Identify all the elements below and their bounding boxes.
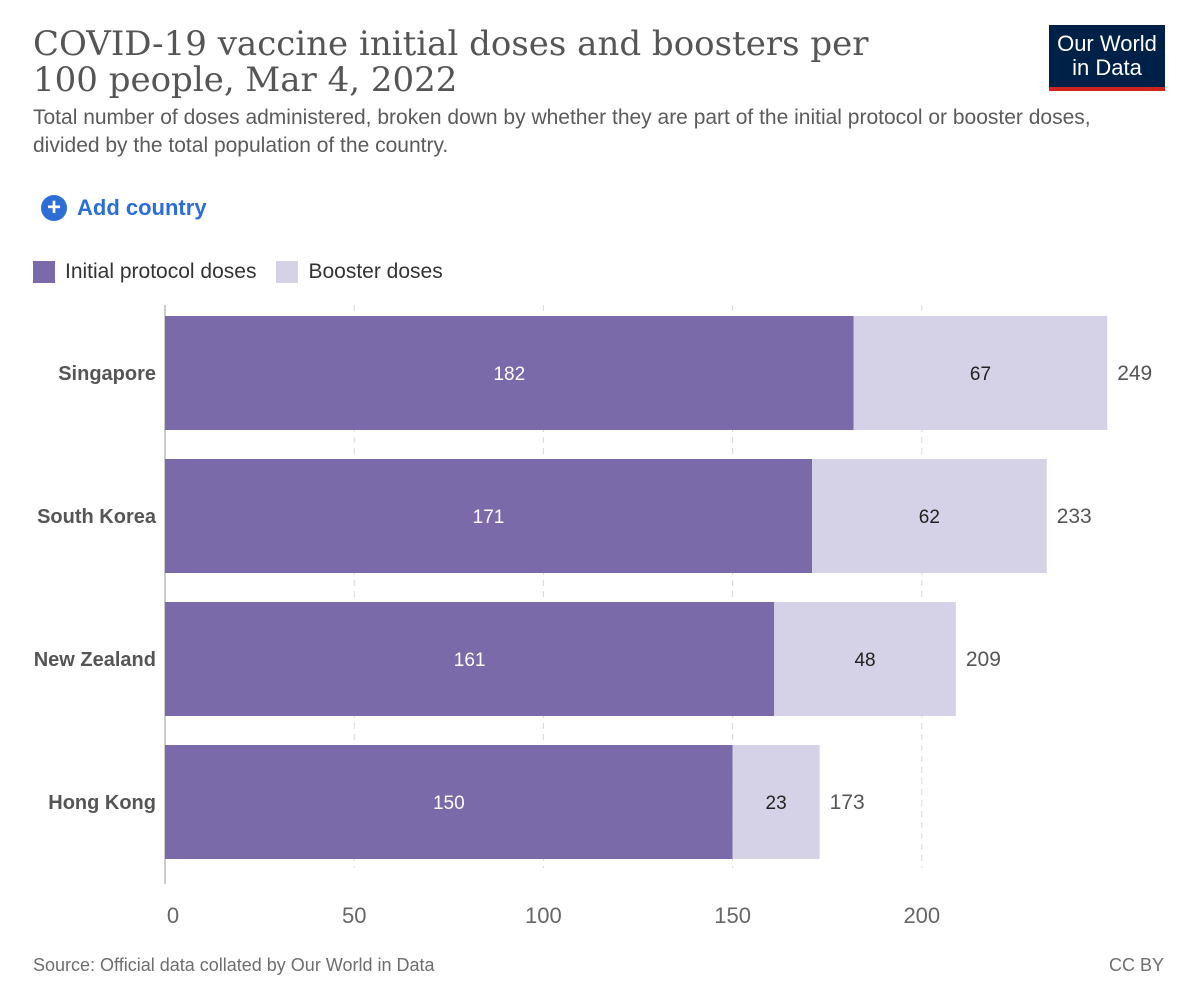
data-label-total: 209 xyxy=(966,648,1001,671)
source-note[interactable]: Source: Official data collated by Our Wo… xyxy=(33,955,435,975)
legend-label-booster: Booster doses xyxy=(308,260,443,283)
logo-line-2: in Data xyxy=(1072,55,1142,80)
legend-label-initial: Initial protocol doses xyxy=(65,260,257,283)
data-label-initial: 182 xyxy=(493,364,525,385)
bar-booster xyxy=(853,316,1108,430)
x-tick-label: 50 xyxy=(342,903,366,928)
add-country-button[interactable]: + Add country xyxy=(41,194,207,222)
data-label-booster: 62 xyxy=(919,507,940,528)
data-label-initial: 150 xyxy=(433,793,465,814)
category-label: New Zealand xyxy=(34,649,156,671)
bar-initial xyxy=(165,745,733,859)
category-label: South Korea xyxy=(37,506,157,528)
bar-initial xyxy=(165,602,775,716)
data-label-booster: 48 xyxy=(854,650,875,671)
data-label-booster: 23 xyxy=(766,793,787,814)
legend: Initial protocol doses Booster doses xyxy=(33,260,463,284)
category-label: Singapore xyxy=(58,363,156,385)
data-label-initial: 161 xyxy=(454,650,486,671)
data-label-booster: 67 xyxy=(970,364,991,385)
legend-item-booster[interactable]: Booster doses xyxy=(276,260,443,284)
bar-booster xyxy=(732,745,820,859)
bar-booster xyxy=(812,459,1047,573)
legend-swatch-booster xyxy=(276,261,299,283)
add-country-label: Add country xyxy=(77,195,207,220)
data-label-total: 233 xyxy=(1057,505,1092,528)
data-label-total: 249 xyxy=(1117,362,1152,385)
logo-line-1: Our World xyxy=(1057,31,1157,56)
category-label: Hong Kong xyxy=(48,792,156,814)
legend-swatch-initial xyxy=(33,261,55,283)
legend-item-initial[interactable]: Initial protocol doses xyxy=(33,260,256,284)
chart-title: COVID-19 vaccine initial doses and boost… xyxy=(33,24,869,100)
data-label-initial: 171 xyxy=(473,507,505,528)
plus-icon: + xyxy=(41,195,67,221)
license-label[interactable]: CC BY xyxy=(1108,955,1164,975)
x-tick-label: 100 xyxy=(525,903,562,928)
data-label-total: 173 xyxy=(830,791,865,814)
chart-subtitle: Total number of doses administered, brok… xyxy=(33,106,1091,157)
bar-initial xyxy=(165,459,813,573)
x-tick-label: 150 xyxy=(714,903,751,928)
x-tick-label: 200 xyxy=(903,903,940,928)
bar-booster xyxy=(774,602,956,716)
bar-initial xyxy=(165,316,854,430)
owid-logo[interactable]: Our World in Data xyxy=(1049,25,1165,91)
x-tick-label: 0 xyxy=(167,903,179,928)
